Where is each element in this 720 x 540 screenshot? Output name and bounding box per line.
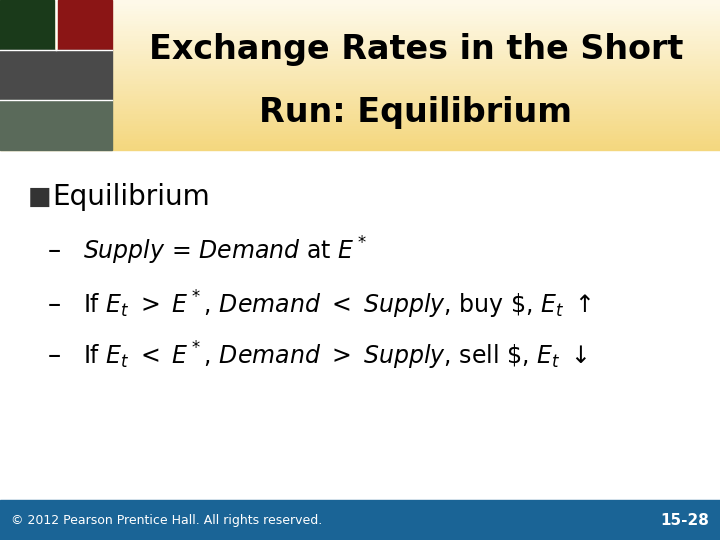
Bar <box>0 40 720 43</box>
Bar <box>0 23 720 25</box>
Bar <box>0 105 720 107</box>
Bar <box>0 50 720 52</box>
Bar <box>0 32 720 35</box>
Bar <box>0 110 720 113</box>
Bar <box>0 130 720 133</box>
Bar <box>0 17 720 20</box>
Bar <box>0 0 720 3</box>
Bar <box>0 58 720 60</box>
Bar <box>0 145 720 147</box>
Bar <box>0 98 720 100</box>
Bar <box>0 52 720 55</box>
Bar <box>0 80 720 83</box>
Bar <box>0 107 720 110</box>
Bar <box>0 65 720 68</box>
Text: © 2012 Pearson Prentice Hall. All rights reserved.: © 2012 Pearson Prentice Hall. All rights… <box>11 514 322 526</box>
Bar <box>0 120 720 123</box>
Bar <box>0 0 53 50</box>
Bar <box>0 147 720 150</box>
Text: $\mathit{Supply}$ = $\mathit{Demand}$ at $\mathit{E}^*$: $\mathit{Supply}$ = $\mathit{Demand}$ at… <box>83 235 366 267</box>
Bar <box>0 103 720 105</box>
Bar <box>0 115 720 118</box>
Text: –: – <box>48 238 60 264</box>
Bar <box>0 118 720 120</box>
Bar <box>0 38 720 40</box>
Bar <box>0 85 720 87</box>
Text: ■: ■ <box>27 185 51 209</box>
Bar <box>0 43 720 45</box>
Bar <box>0 138 720 140</box>
Text: 15-28: 15-28 <box>660 512 709 528</box>
Bar <box>0 78 720 80</box>
Bar <box>0 8 720 10</box>
Bar <box>0 90 720 92</box>
Bar <box>0 63 720 65</box>
Bar <box>0 87 720 90</box>
Bar <box>0 125 720 127</box>
Bar <box>0 48 720 50</box>
Text: Equilibrium: Equilibrium <box>52 183 210 211</box>
Bar <box>0 70 720 72</box>
Bar <box>0 143 720 145</box>
Bar <box>0 83 720 85</box>
Bar <box>0 28 720 30</box>
Bar <box>0 30 720 32</box>
Bar <box>0 95 720 98</box>
Bar <box>0 45 720 48</box>
Text: Exchange Rates in the Short: Exchange Rates in the Short <box>148 33 683 66</box>
Bar <box>0 92 720 95</box>
Text: –: – <box>48 292 60 318</box>
Bar <box>0 3 720 5</box>
Bar <box>0 140 720 143</box>
Bar <box>0 113 720 115</box>
Bar <box>0 25 720 28</box>
Bar <box>0 12 720 15</box>
Bar <box>0 5 720 8</box>
Bar <box>0 75 720 78</box>
Bar <box>0 123 720 125</box>
Bar <box>0 127 720 130</box>
Bar <box>0 50 112 100</box>
Text: If $\mathit{E}_t$ $>$ $\mathit{E}^*$, $\mathit{Demand}$ $<$ $\mathit{Supply}$, b: If $\mathit{E}_t$ $>$ $\mathit{E}^*$, $\… <box>83 289 591 321</box>
Bar <box>0 10 720 12</box>
Bar <box>0 35 720 38</box>
Bar <box>0 15 720 17</box>
Bar <box>0 60 720 63</box>
Text: If $\mathit{E}_t$ $<$ $\mathit{E}^*$, $\mathit{Demand}$ $>$ $\mathit{Supply}$, s: If $\mathit{E}_t$ $<$ $\mathit{E}^*$, $\… <box>83 340 588 373</box>
Text: Run: Equilibrium: Run: Equilibrium <box>259 96 572 129</box>
Bar <box>0 135 720 138</box>
Bar <box>0 500 720 540</box>
Bar <box>0 55 720 58</box>
Bar <box>0 100 112 150</box>
Bar <box>0 150 720 500</box>
Bar <box>0 72 720 75</box>
Bar <box>58 0 112 50</box>
Bar <box>0 68 720 70</box>
Bar <box>0 133 720 135</box>
Bar <box>0 20 720 23</box>
Bar <box>0 100 720 103</box>
Text: –: – <box>48 343 60 369</box>
